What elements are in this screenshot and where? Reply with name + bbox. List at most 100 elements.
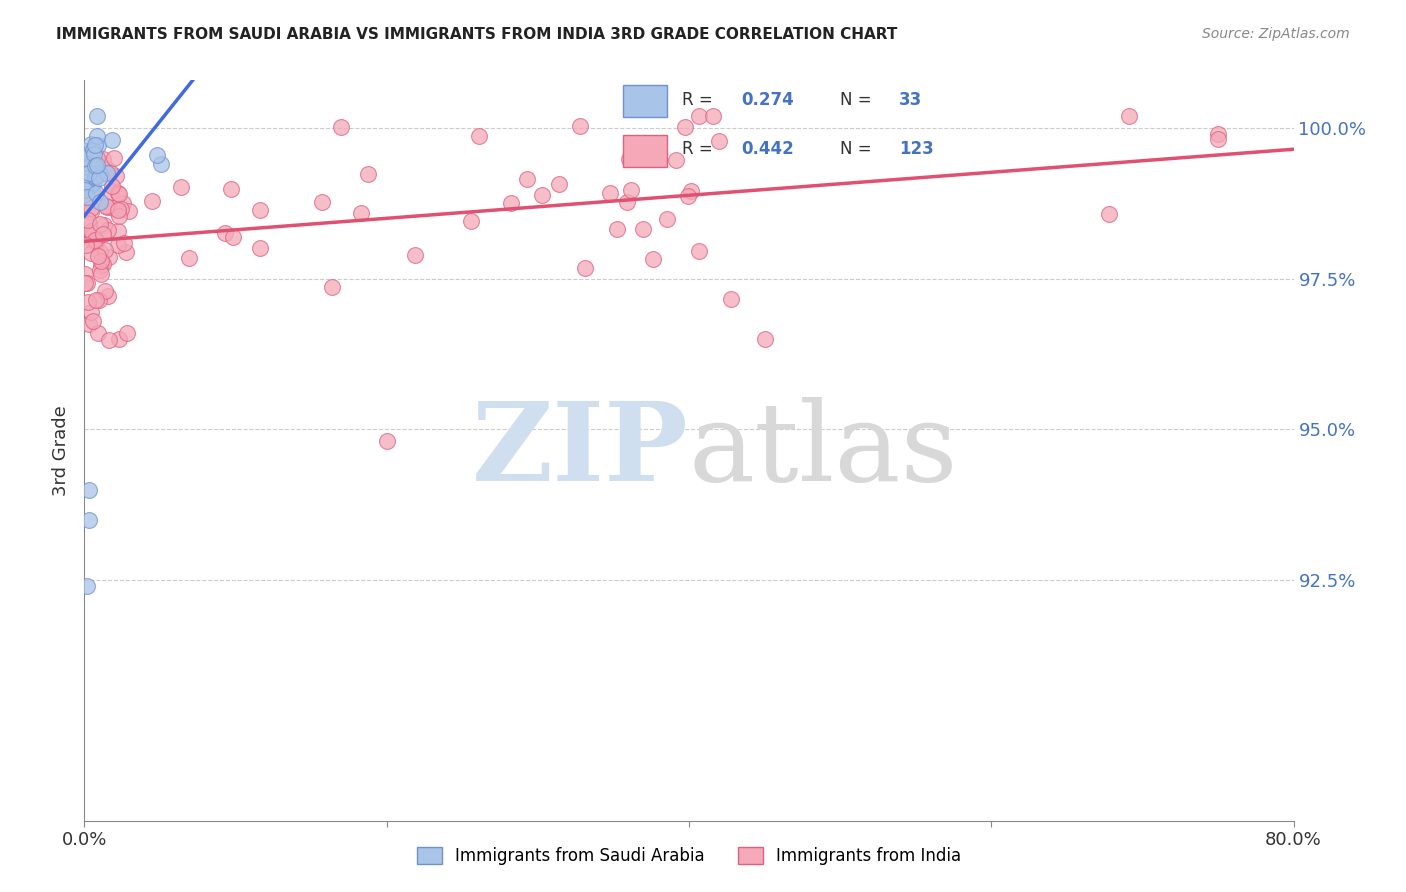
Point bbox=[75, 196, 97, 211]
Text: IMMIGRANTS FROM SAUDI ARABIA VS IMMIGRANTS FROM INDIA 3RD GRADE CORRELATION CHAR: IMMIGRANTS FROM SAUDI ARABIA VS IMMIGRAN… bbox=[56, 27, 897, 42]
Point bbox=[104, 169, 127, 183]
Text: R =: R = bbox=[682, 91, 718, 109]
Point bbox=[146, 148, 169, 162]
Point bbox=[688, 109, 710, 123]
Point bbox=[83, 147, 105, 161]
Point bbox=[107, 186, 129, 200]
Point bbox=[84, 230, 107, 244]
Text: 33: 33 bbox=[898, 91, 922, 109]
Point bbox=[616, 194, 638, 209]
Point bbox=[97, 223, 120, 237]
Point bbox=[97, 289, 120, 303]
Point bbox=[76, 579, 98, 593]
Point bbox=[82, 228, 104, 243]
Point bbox=[87, 138, 110, 153]
Point bbox=[1206, 128, 1229, 142]
Point bbox=[1098, 207, 1121, 221]
Point bbox=[75, 238, 97, 252]
Point bbox=[673, 120, 696, 135]
Point bbox=[643, 252, 665, 266]
Text: N =: N = bbox=[839, 141, 877, 159]
Point bbox=[84, 233, 107, 247]
Point bbox=[114, 244, 136, 259]
Point bbox=[98, 333, 121, 347]
Text: N =: N = bbox=[839, 91, 877, 109]
Point bbox=[77, 483, 100, 497]
Point bbox=[89, 194, 111, 209]
Point bbox=[101, 133, 124, 147]
Text: ZIP: ZIP bbox=[472, 397, 689, 504]
Point bbox=[91, 257, 114, 271]
Point bbox=[516, 172, 538, 186]
Point bbox=[79, 205, 101, 219]
Point bbox=[329, 120, 352, 134]
Point bbox=[83, 169, 105, 184]
Point bbox=[688, 244, 710, 258]
Point bbox=[357, 167, 380, 181]
Point bbox=[82, 176, 104, 190]
Point bbox=[107, 224, 129, 238]
Point bbox=[678, 188, 700, 202]
Point bbox=[87, 171, 110, 186]
Point bbox=[90, 259, 112, 273]
Point bbox=[89, 293, 111, 307]
Point bbox=[321, 280, 343, 294]
Point bbox=[100, 185, 122, 199]
Point bbox=[80, 137, 103, 152]
Point bbox=[617, 152, 640, 166]
Point bbox=[702, 109, 724, 123]
Point bbox=[82, 143, 104, 157]
Point bbox=[77, 218, 100, 232]
Point bbox=[1206, 132, 1229, 146]
Text: 0.442: 0.442 bbox=[741, 141, 794, 159]
Point bbox=[112, 236, 135, 251]
Point bbox=[117, 326, 139, 341]
Point bbox=[170, 180, 193, 194]
Point bbox=[460, 214, 482, 228]
Point bbox=[311, 195, 333, 210]
Point bbox=[91, 152, 114, 166]
Point bbox=[86, 166, 108, 180]
Point bbox=[530, 187, 553, 202]
Point bbox=[84, 159, 107, 173]
Point bbox=[501, 195, 523, 210]
Point bbox=[468, 129, 491, 144]
Point bbox=[80, 246, 103, 260]
Legend: Immigrants from Saudi Arabia, Immigrants from India: Immigrants from Saudi Arabia, Immigrants… bbox=[411, 840, 967, 871]
Point bbox=[91, 227, 114, 241]
Point bbox=[90, 267, 112, 281]
Point bbox=[84, 138, 107, 153]
Point bbox=[86, 151, 108, 165]
Point bbox=[96, 200, 118, 214]
Point bbox=[89, 262, 111, 277]
Point bbox=[249, 202, 271, 217]
Point bbox=[107, 237, 129, 252]
Point bbox=[547, 177, 569, 191]
Point bbox=[107, 203, 129, 218]
Point bbox=[84, 293, 107, 307]
Point bbox=[79, 178, 101, 192]
Point bbox=[754, 332, 776, 346]
Point bbox=[141, 194, 163, 209]
FancyBboxPatch shape bbox=[623, 135, 666, 167]
Y-axis label: 3rd Grade: 3rd Grade bbox=[52, 405, 70, 496]
Point bbox=[96, 199, 118, 213]
Point bbox=[101, 201, 124, 215]
Text: atlas: atlas bbox=[689, 397, 959, 504]
Point bbox=[75, 276, 97, 290]
Point bbox=[101, 179, 124, 194]
Point bbox=[96, 161, 118, 176]
Point bbox=[76, 171, 98, 186]
Point bbox=[84, 235, 107, 250]
Point bbox=[633, 221, 655, 235]
Point bbox=[103, 151, 125, 165]
Point bbox=[89, 217, 111, 231]
Point bbox=[93, 218, 115, 232]
Point bbox=[375, 434, 398, 449]
Point bbox=[108, 333, 131, 347]
Point bbox=[111, 196, 134, 211]
Point bbox=[97, 250, 120, 264]
Point bbox=[90, 254, 112, 268]
Point bbox=[681, 184, 703, 198]
Point bbox=[80, 305, 103, 319]
